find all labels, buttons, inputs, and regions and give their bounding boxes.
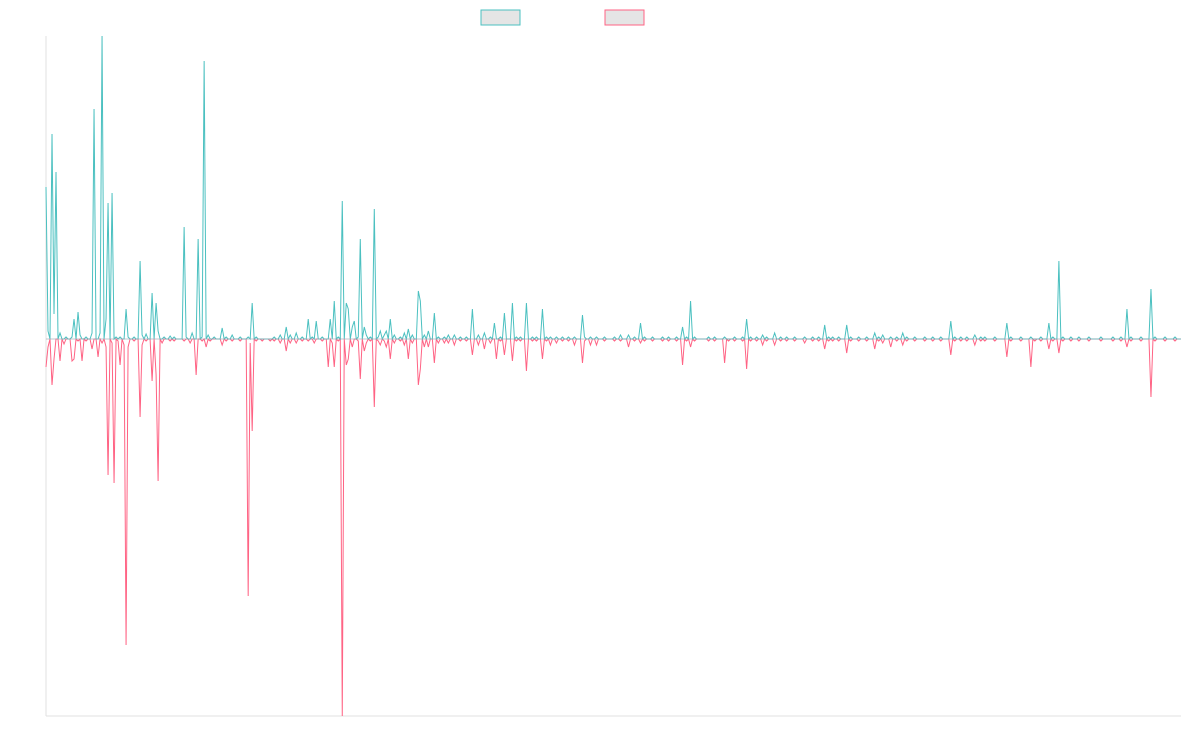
legend-item-series-2[interactable] [604,9,645,26]
legend-item-series-1[interactable] [480,9,521,26]
legend-swatch-1[interactable] [480,9,521,26]
series-line-teal [45,35,1181,341]
legend[interactable] [480,9,645,26]
axes [45,36,1181,717]
plot-area [45,35,1181,717]
series-line-pink [45,337,1181,717]
legend-swatch-2[interactable] [604,9,645,26]
